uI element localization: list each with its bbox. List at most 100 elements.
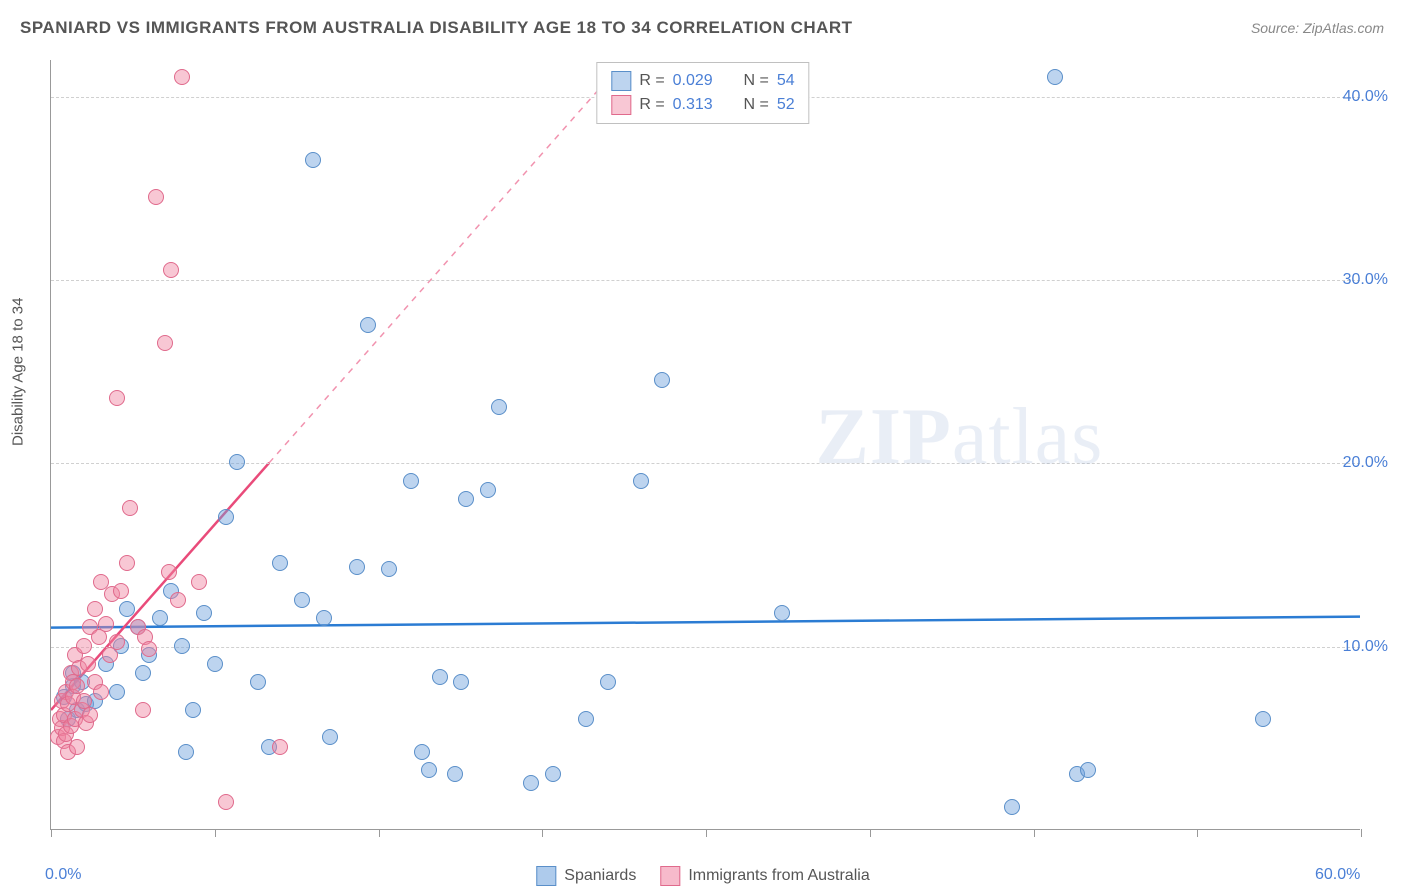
legend-item: Immigrants from Australia <box>660 866 869 886</box>
point-spaniards <box>305 152 321 168</box>
point-spaniards <box>480 482 496 498</box>
point-spaniards <box>250 674 266 690</box>
legend-swatch <box>536 866 556 886</box>
x-tick <box>870 829 871 837</box>
correlation-stats-box: R =0.029 N =54R =0.313 N =52 <box>596 62 809 124</box>
point-spaniards <box>421 762 437 778</box>
gridline <box>51 280 1360 281</box>
point-spaniards <box>447 766 463 782</box>
point-immigrants <box>148 189 164 205</box>
point-spaniards <box>294 592 310 608</box>
point-spaniards <box>1004 799 1020 815</box>
point-spaniards <box>633 473 649 489</box>
point-immigrants <box>161 564 177 580</box>
point-immigrants <box>82 707 98 723</box>
point-spaniards <box>545 766 561 782</box>
point-spaniards <box>1255 711 1271 727</box>
point-immigrants <box>135 702 151 718</box>
point-spaniards <box>196 605 212 621</box>
point-spaniards <box>414 744 430 760</box>
point-spaniards <box>1047 69 1063 85</box>
trendlines-layer <box>51 60 1360 829</box>
point-spaniards <box>774 605 790 621</box>
point-spaniards <box>600 674 616 690</box>
point-immigrants <box>87 601 103 617</box>
stat-n-value: 52 <box>777 96 795 114</box>
stat-r-value: 0.313 <box>673 96 727 114</box>
legend: Spaniards Immigrants from Australia <box>536 866 869 886</box>
point-spaniards <box>174 638 190 654</box>
point-immigrants <box>174 69 190 85</box>
stat-n-value: 54 <box>777 72 795 90</box>
point-immigrants <box>113 583 129 599</box>
point-spaniards <box>207 656 223 672</box>
point-spaniards <box>185 702 201 718</box>
x-tick <box>1361 829 1362 837</box>
point-spaniards <box>218 509 234 525</box>
plot-area <box>50 60 1360 830</box>
point-spaniards <box>109 684 125 700</box>
y-tick-label: 20.0% <box>1343 454 1388 472</box>
x-tick <box>1197 829 1198 837</box>
y-tick-label: 10.0% <box>1343 638 1388 656</box>
point-spaniards <box>432 669 448 685</box>
point-spaniards <box>523 775 539 791</box>
point-spaniards <box>135 665 151 681</box>
point-spaniards <box>360 317 376 333</box>
gridline <box>51 463 1360 464</box>
x-tick <box>51 829 52 837</box>
y-axis-label: Disability Age 18 to 34 <box>10 298 27 446</box>
point-immigrants <box>218 794 234 810</box>
point-spaniards <box>119 601 135 617</box>
point-spaniards <box>654 372 670 388</box>
point-spaniards <box>178 744 194 760</box>
point-spaniards <box>229 454 245 470</box>
point-spaniards <box>316 610 332 626</box>
point-spaniards <box>458 491 474 507</box>
point-immigrants <box>69 739 85 755</box>
point-spaniards <box>578 711 594 727</box>
gridline <box>51 647 1360 648</box>
trendline-spaniards <box>51 617 1360 628</box>
point-spaniards <box>272 555 288 571</box>
point-immigrants <box>122 500 138 516</box>
y-tick-label: 30.0% <box>1343 271 1388 289</box>
point-spaniards <box>152 610 168 626</box>
source-attribution: Source: ZipAtlas.com <box>1251 20 1384 36</box>
y-tick-label: 40.0% <box>1343 88 1388 106</box>
x-tick <box>379 829 380 837</box>
point-immigrants <box>76 693 92 709</box>
point-immigrants <box>109 634 125 650</box>
x-tick <box>542 829 543 837</box>
point-immigrants <box>191 574 207 590</box>
point-spaniards <box>381 561 397 577</box>
chart-title: SPANIARD VS IMMIGRANTS FROM AUSTRALIA DI… <box>20 18 853 38</box>
stats-row: R = 0.313 N = 52 <box>611 93 794 117</box>
stat-n-label: N = <box>735 96 769 114</box>
legend-item: Spaniards <box>536 866 636 886</box>
point-immigrants <box>119 555 135 571</box>
stats-swatch <box>611 71 631 91</box>
x-tick <box>1034 829 1035 837</box>
point-immigrants <box>157 335 173 351</box>
x-tick <box>215 829 216 837</box>
point-spaniards <box>403 473 419 489</box>
point-spaniards <box>453 674 469 690</box>
point-immigrants <box>170 592 186 608</box>
point-immigrants <box>80 656 96 672</box>
point-spaniards <box>322 729 338 745</box>
stats-row: R =0.029 N =54 <box>611 69 794 93</box>
stat-n-label: N = <box>735 72 769 90</box>
point-spaniards <box>1080 762 1096 778</box>
x-tick <box>706 829 707 837</box>
trendline-immigrants-dashed <box>269 60 625 463</box>
stats-swatch <box>611 95 631 115</box>
point-immigrants <box>163 262 179 278</box>
point-immigrants <box>272 739 288 755</box>
stat-r-label: R = <box>639 96 664 114</box>
point-immigrants <box>98 616 114 632</box>
legend-label: Immigrants from Australia <box>688 867 869 885</box>
stat-r-label: R = <box>639 72 664 90</box>
legend-swatch <box>660 866 680 886</box>
point-immigrants <box>69 678 85 694</box>
